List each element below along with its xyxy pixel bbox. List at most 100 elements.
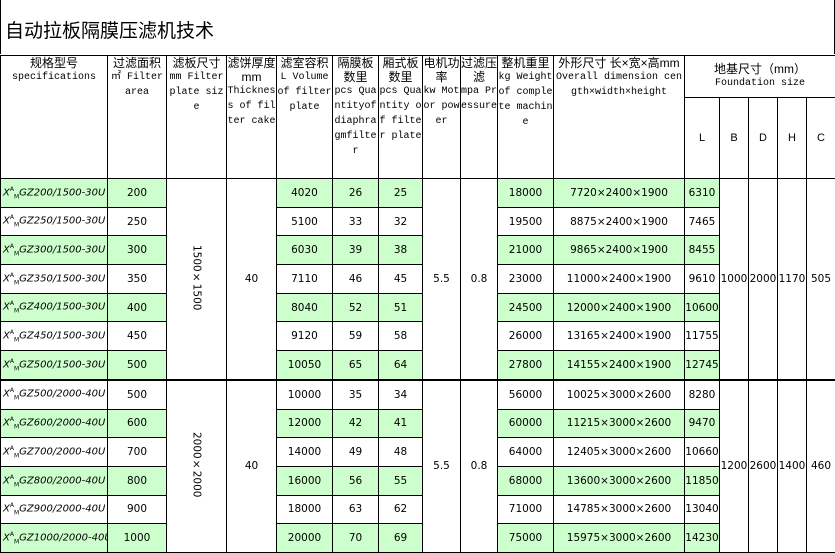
cell-pressure: 0.8 bbox=[460, 378, 498, 553]
model-sub: M bbox=[13, 423, 20, 431]
table-row: XAMGZ700/2000-40U 700 14000 49 48 64000 12405×… bbox=[0, 437, 835, 467]
cell-dimension: 11000×2400×1900 bbox=[553, 264, 685, 294]
cell-diaphragm: 52 bbox=[332, 292, 379, 323]
table-row: XAMGZ1000/2000-40U 1000 20000 70 69 75000 1597… bbox=[0, 523, 835, 553]
cell-area: 500 bbox=[107, 350, 167, 381]
cell-motor: 5.5 bbox=[422, 378, 461, 553]
cell-L: 13040 bbox=[684, 494, 720, 525]
cell-L: 11755 bbox=[684, 321, 720, 352]
cell-weight: 27800 bbox=[497, 350, 554, 381]
cell-model: XAMGZ800/2000-40U bbox=[0, 465, 108, 496]
model-sub: M bbox=[13, 279, 20, 287]
model-prefix: X bbox=[3, 273, 10, 285]
header-en: pcs Quantityofdiaphragmfilter bbox=[334, 86, 377, 157]
model-sup: A bbox=[9, 243, 14, 251]
model-prefix: X bbox=[3, 474, 10, 486]
model-sub: M bbox=[13, 307, 20, 315]
model-prefix: X bbox=[3, 446, 10, 458]
model-name: GZ250/1500-30U bbox=[19, 215, 106, 227]
table-row: XAMGZ300/1500-30U 300 6030 39 38 21000 9865×24… bbox=[0, 235, 835, 266]
motor-value: 5.5 bbox=[433, 460, 450, 473]
table-row: XAMGZ800/2000-40U 800 16000 56 55 68000 13600×… bbox=[0, 465, 835, 496]
model-sub: M bbox=[13, 365, 20, 373]
title-area: 自动拉板隔膜压滤机技术 bbox=[0, 0, 835, 54]
cell-diaphragm: 63 bbox=[332, 494, 379, 525]
C-value: 460 bbox=[810, 460, 832, 473]
model-sup: A bbox=[9, 502, 14, 510]
cell-volume: 8040 bbox=[276, 292, 333, 323]
model-name: GZ450/1500-30U bbox=[19, 330, 106, 342]
cell-dimension: 10025×3000×2600 bbox=[553, 378, 685, 410]
header-cn: 电机功率 bbox=[423, 56, 460, 85]
header-cn: 过滤面积 bbox=[112, 56, 161, 71]
cell-L: 10660 bbox=[684, 437, 720, 467]
foundation-header: 地基尺寸（mm） Foundation size bbox=[683, 55, 835, 98]
cell-model: XAMGZ450/1500-30U bbox=[0, 321, 108, 352]
column-header: 外形尺寸 长×宽×高mm Overall dimension cength×wid… bbox=[553, 55, 685, 179]
model-prefix: X bbox=[3, 330, 10, 342]
cell-weight: 60000 bbox=[497, 408, 554, 439]
cell-dimension: 13165×2400×1900 bbox=[553, 321, 685, 352]
cell-pressure: 0.8 bbox=[460, 177, 498, 381]
model-name: GZ900/2000-40U bbox=[19, 503, 106, 515]
header-en: ㎡ Filter area bbox=[110, 72, 163, 98]
cell-chamber: 45 bbox=[378, 264, 423, 294]
model-name: GZ200/1500-30U bbox=[19, 187, 106, 198]
model-prefix: X bbox=[3, 532, 10, 544]
cell-model: XAMGZ300/1500-30U bbox=[0, 235, 108, 266]
cell-diaphragm: 35 bbox=[332, 378, 379, 410]
header-en: mm Filter plate size bbox=[169, 72, 224, 113]
header-cn: 隔膜板数里 bbox=[337, 56, 374, 85]
model-name: GZ700/2000-40U bbox=[19, 446, 106, 458]
cell-diaphragm: 33 bbox=[332, 206, 379, 237]
foundation-col-C: C bbox=[805, 97, 835, 179]
model-sup: A bbox=[9, 530, 14, 538]
cell-area: 700 bbox=[107, 437, 167, 467]
cell-L: 9610 bbox=[684, 264, 720, 294]
model-sub: M bbox=[13, 480, 20, 488]
header-cn: 滤板尺寸 bbox=[172, 56, 221, 71]
cell-L: 7465 bbox=[684, 206, 720, 237]
model-sup: A bbox=[9, 214, 14, 222]
cell-model: XAMGZ700/2000-40U bbox=[0, 437, 108, 467]
cell-volume: 7110 bbox=[276, 264, 333, 294]
header-cn: 整机重里 bbox=[501, 56, 550, 71]
table-row: XAMGZ250/1500-30U 250 5100 33 32 19500 8875×24… bbox=[0, 206, 835, 237]
cell-volume: 12000 bbox=[276, 408, 333, 439]
cell-volume: 6030 bbox=[276, 235, 333, 266]
cell-dimension: 12405×3000×2600 bbox=[553, 437, 685, 467]
model-prefix: X bbox=[3, 417, 10, 429]
model-prefix: X bbox=[3, 244, 10, 256]
cell-L: 9470 bbox=[684, 408, 720, 439]
pressure-value: 0.8 bbox=[470, 272, 488, 285]
cell-dimension: 8875×2400×1900 bbox=[553, 206, 685, 237]
cell-motor: 5.5 bbox=[422, 177, 461, 381]
cell-volume: 10000 bbox=[276, 378, 333, 410]
cell-chamber: 69 bbox=[378, 523, 423, 553]
cell-volume: 14000 bbox=[276, 437, 333, 467]
model-prefix: X bbox=[3, 215, 10, 227]
cell-weight: 26000 bbox=[497, 321, 554, 352]
column-header: 电机功率 kw Motor power bbox=[422, 55, 461, 179]
page-title: 自动拉板隔膜压滤机技术 bbox=[5, 21, 215, 42]
table-row: XAMGZ600/2000-40U 600 12000 42 41 60000 11215×… bbox=[0, 408, 835, 439]
header-cn: 滤饼厚度mm bbox=[227, 56, 276, 85]
cell-B: 1200 bbox=[719, 378, 749, 553]
header-en: pcs Quantity of filter plate bbox=[379, 86, 422, 142]
cell-chamber: 32 bbox=[378, 206, 423, 237]
cell-area: 200 bbox=[107, 178, 167, 208]
cell-thickness: 40 bbox=[226, 177, 277, 381]
thickness-value: 40 bbox=[244, 272, 259, 285]
cell-L: 6310 bbox=[684, 178, 720, 208]
cell-dimension: 11215×3000×2600 bbox=[553, 408, 685, 439]
cell-area: 1000 bbox=[107, 523, 167, 553]
cell-area: 350 bbox=[107, 264, 167, 294]
model-name: GZ350/1500-30U bbox=[19, 273, 106, 285]
cell-B: 1000 bbox=[719, 177, 749, 381]
cell-L: 14230 bbox=[684, 523, 720, 553]
cell-plate-size: 1500×1500 bbox=[166, 177, 227, 381]
model-name: GZ500/1500-30U bbox=[19, 359, 106, 371]
model-sub: M bbox=[13, 193, 20, 200]
model-prefix: X bbox=[3, 301, 10, 313]
